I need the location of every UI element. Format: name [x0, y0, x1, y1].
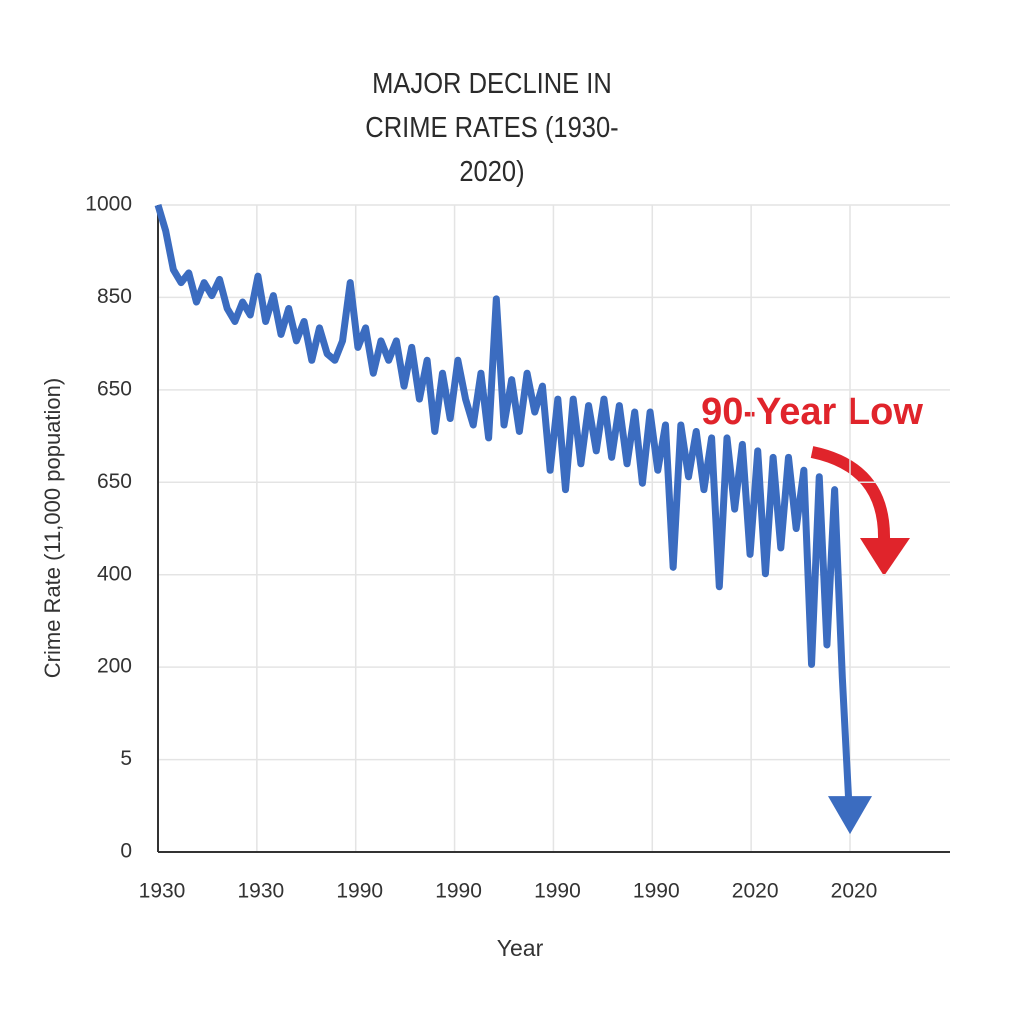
y-tick-label: 850 [97, 285, 132, 308]
y-tick-label: 400 [97, 562, 132, 585]
y-tick-label: 650 [97, 377, 132, 400]
annotation-arrow [810, 446, 891, 541]
x-tick-label: 1930 [139, 880, 186, 903]
data-line [154, 204, 854, 827]
x-axis-label: Year [497, 935, 544, 961]
annotation: 90-Year Low [701, 391, 923, 433]
x-tick-label: 1990 [633, 880, 680, 903]
chart-title: MAJOR DECLINE IN CRIME RATES (1930-2020) [365, 68, 619, 188]
line-arrowhead [828, 796, 872, 835]
y-tick-label: 1000 [85, 193, 132, 216]
y-tick-label: 0 [120, 840, 132, 863]
x-tick-label: 1930 [237, 880, 284, 903]
annotation-arrowhead [860, 538, 910, 576]
x-tick-label: 1990 [435, 880, 482, 903]
y-tick-label: 5 [120, 747, 132, 770]
y-axis-label: Crime Rate (11,000 popuation) [40, 378, 65, 678]
x-tick-label: 2020 [831, 880, 878, 903]
x-tick-label: 1990 [336, 880, 383, 903]
x-tick-label: 1990 [534, 880, 581, 903]
y-tick-label: 650 [97, 470, 132, 493]
x-tick-label: 2020 [732, 880, 779, 903]
y-tick-label: 200 [97, 655, 132, 678]
